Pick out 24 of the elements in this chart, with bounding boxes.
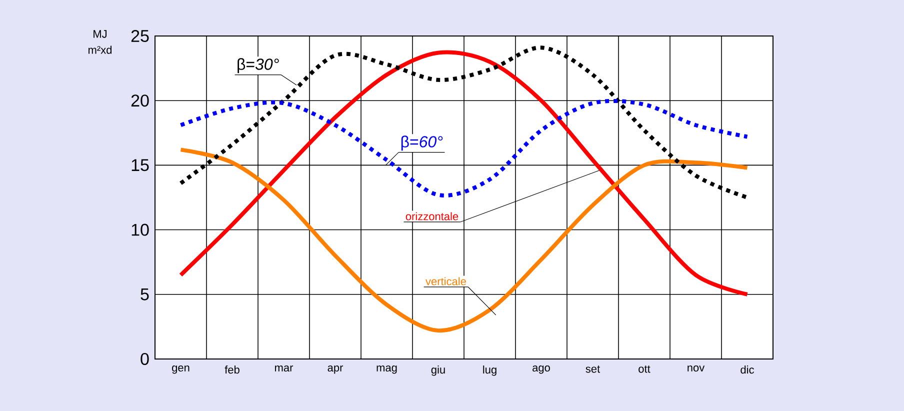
y-tick-label: 20: [131, 94, 149, 107]
y-tick-label: 15: [132, 159, 149, 172]
x-tick-label: lug: [483, 366, 496, 376]
y-tick-label: 25: [131, 30, 149, 42]
y-tick-label: 10: [132, 224, 149, 236]
y-axis-title: MJ m²xd: [88, 30, 112, 54]
series-label: β=60°: [401, 136, 443, 151]
text: verticale: [426, 277, 466, 286]
x-tick-label: ago: [532, 366, 550, 374]
x-tick-label: set: [586, 366, 600, 373]
x-tick-label: mag: [376, 366, 397, 374]
line-series: [178, 50, 750, 296]
series-label: β=30°: [238, 58, 279, 74]
x-tick-label: ott: [638, 366, 650, 373]
x-tick-label: dic: [740, 366, 754, 374]
x-tick-label: nov: [688, 366, 705, 372]
y-tick-label: 5: [140, 288, 149, 300]
x-tick-label: feb: [224, 366, 240, 374]
text: orizzontale: [406, 212, 458, 220]
x-tick-label: mar: [275, 366, 294, 372]
x-tick-label: giu: [431, 366, 445, 376]
x-tick-label: apr: [328, 366, 344, 374]
x-tick-label: gen: [172, 366, 190, 374]
y-tick-label: 0: [140, 352, 149, 366]
